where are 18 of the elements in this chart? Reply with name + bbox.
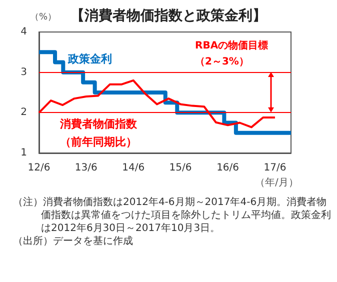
y-tick-label: 2 [20,107,27,118]
x-tick-label: 13/6 [74,162,98,174]
y-tick-label: 4 [20,26,27,38]
series-label: 政策金利 [67,52,112,66]
x-tick-label: 17/6 [264,162,286,174]
y-axis-title: （%） [30,12,57,22]
annotation: RBAの物価目標（2～3%） [195,40,268,68]
y-tick-label: 1 [20,148,27,158]
series-label: 消費者物価指数（前年同期比） [59,118,138,148]
y-tick-label: 3 [20,66,27,78]
x-axis-title: （年/月） [255,176,298,188]
chart-title: 【消費者物価指数と政策金利】 [70,8,266,24]
text: （注）消費者物価指数は2012年4-6月期～2017年4-6月期。消費者物価指数は異常値をつけた項目を除外したトリム平均値。政策金利は2012年6月30日～2017年10月3日。 [13,196,331,235]
x-tick-label: 12/6 [28,162,50,174]
text: （出所）データを基に作成 [13,235,134,248]
x-tick-label: 14/6 [122,162,145,174]
x-tick-label: 15/6 [169,162,192,174]
x-tick-label: 16/6 [216,162,240,174]
